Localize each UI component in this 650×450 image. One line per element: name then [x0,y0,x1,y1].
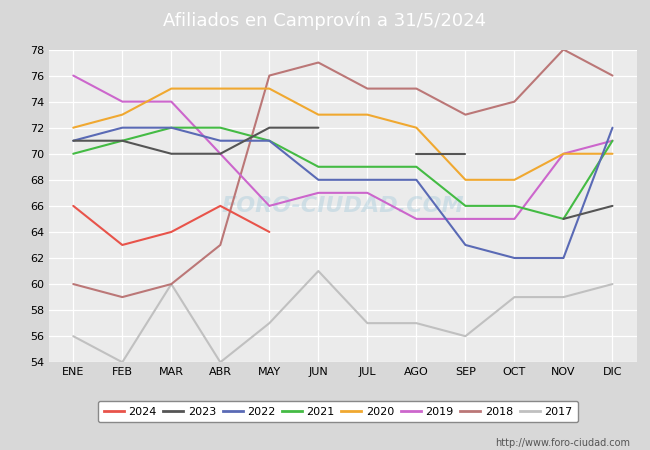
Text: FORO-CIUDAD.COM: FORO-CIUDAD.COM [222,196,464,216]
Text: http://www.foro-ciudad.com: http://www.foro-ciudad.com [495,438,630,448]
Text: Afiliados en Camprovín a 31/5/2024: Afiliados en Camprovín a 31/5/2024 [163,11,487,30]
Legend: 2024, 2023, 2022, 2021, 2020, 2019, 2018, 2017: 2024, 2023, 2022, 2021, 2020, 2019, 2018… [98,401,578,422]
